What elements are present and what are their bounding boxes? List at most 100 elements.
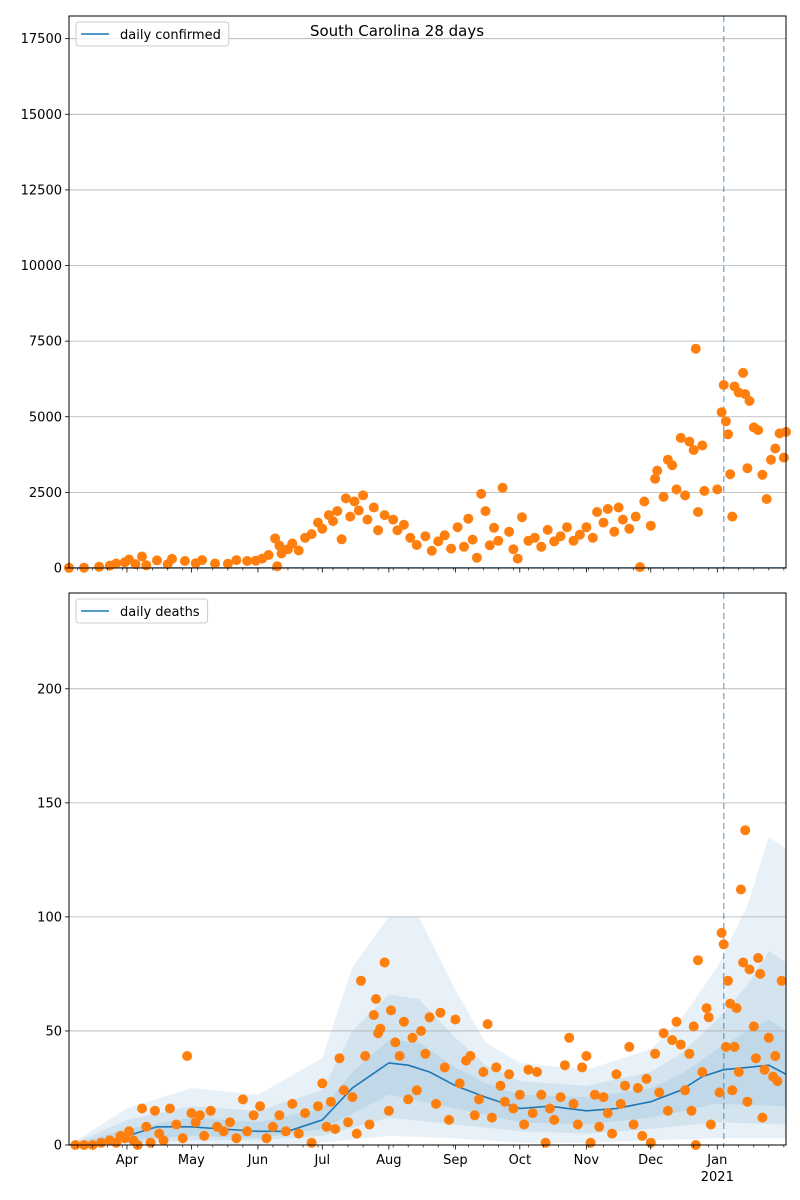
data-point (287, 1098, 298, 1109)
data-point (725, 469, 736, 480)
data-point (371, 994, 381, 1004)
data-point (723, 429, 733, 440)
x-tick-label: May (178, 1153, 205, 1168)
data-point (340, 493, 351, 504)
data-point (411, 540, 422, 550)
data-point (450, 1014, 461, 1025)
data-point (750, 1053, 761, 1064)
data-point (368, 1010, 379, 1020)
data-point (347, 1092, 358, 1103)
data-point (555, 531, 566, 542)
data-point (742, 1096, 753, 1107)
data-point (504, 1069, 515, 1080)
data-point (532, 1067, 542, 1077)
data-point (137, 1103, 147, 1114)
data-point (398, 1016, 409, 1027)
data-point (620, 1080, 630, 1091)
data-point (351, 1128, 362, 1139)
data-point (549, 1114, 560, 1125)
data-point (753, 425, 764, 436)
data-point (478, 1067, 489, 1077)
data-point (671, 484, 682, 495)
data-point (368, 502, 379, 513)
data-point (390, 1037, 401, 1048)
data-point (613, 502, 624, 513)
data-point (164, 1103, 175, 1114)
data-point (738, 957, 749, 968)
data-point (454, 1078, 465, 1089)
legend-box (75, 21, 230, 47)
data-point (484, 540, 495, 551)
deaths-points (70, 825, 787, 1150)
data-point (562, 522, 572, 533)
data-point (446, 543, 457, 554)
data-point (111, 558, 122, 569)
data-point (650, 1048, 661, 1059)
data-point (675, 1039, 686, 1050)
data-point (424, 1012, 435, 1023)
data-point (512, 553, 523, 564)
data-point (379, 957, 390, 968)
data-point (742, 463, 753, 474)
data-point (300, 1108, 311, 1119)
y-tick-label: 50 (45, 1024, 62, 1039)
data-point (611, 1069, 622, 1080)
data-point (463, 513, 474, 524)
data-point (293, 1128, 304, 1139)
data-point (242, 1126, 253, 1137)
data-point (248, 1110, 259, 1121)
data-point (480, 506, 491, 517)
data-point (398, 519, 409, 530)
band-outer (69, 837, 786, 1145)
series-line-1 (69, 1062, 786, 1145)
data-point (568, 1098, 579, 1109)
data-point (263, 550, 274, 560)
data-point (435, 1007, 446, 1018)
data-point (615, 1098, 626, 1109)
data-point (141, 1121, 152, 1132)
data-point (338, 1085, 349, 1096)
data-point (598, 1092, 609, 1103)
data-point (536, 541, 547, 552)
data-point (581, 1051, 592, 1061)
data-point (523, 1064, 534, 1075)
data-point (716, 407, 727, 418)
data-point (179, 556, 190, 566)
data-point (731, 1003, 742, 1014)
data-point (519, 1119, 530, 1130)
confirmed-points (64, 343, 791, 573)
data-point (667, 460, 678, 471)
data-point (194, 1110, 205, 1121)
data-point (182, 1051, 193, 1061)
data-point (405, 532, 416, 543)
data-point (328, 516, 338, 527)
data-point (306, 1137, 317, 1148)
x-tick-label: Aug (376, 1153, 401, 1168)
data-point (152, 555, 162, 566)
data-point (469, 1110, 480, 1121)
deaths-legend: daily deaths (75, 598, 209, 624)
data-point (697, 440, 708, 451)
data-point (313, 1101, 323, 1112)
legend-box (75, 598, 209, 624)
data-point (572, 1119, 583, 1130)
data-point (662, 1105, 673, 1116)
data-point (270, 533, 281, 544)
data-point (592, 507, 603, 517)
data-point (690, 343, 701, 354)
data-point (444, 1114, 454, 1125)
data-point (218, 1126, 229, 1137)
data-point (471, 552, 482, 563)
data-point (688, 445, 699, 455)
deaths-x-axis: Apr May Jun Jul Aug Sep Oct Nov Dec Jan 2021 (77, 1145, 785, 1185)
data-point (632, 1083, 643, 1093)
data-point (508, 544, 519, 555)
x-tick-label: Apr (116, 1153, 139, 1168)
x-tick-label: Nov (574, 1153, 600, 1168)
data-point (680, 1085, 691, 1096)
data-point (274, 540, 285, 551)
data-point (761, 494, 772, 504)
data-point (763, 1032, 774, 1043)
data-point (688, 1021, 699, 1032)
